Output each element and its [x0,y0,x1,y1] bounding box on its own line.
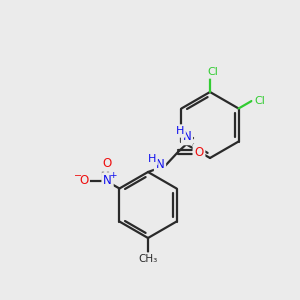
Text: H: H [148,154,156,164]
Text: Cl: Cl [208,67,218,77]
Text: −: − [74,170,82,181]
Text: N: N [156,158,164,172]
Text: +: + [109,171,116,180]
Text: CH₃: CH₃ [138,254,158,264]
Text: O: O [194,146,204,158]
Text: H: H [176,126,184,136]
Text: N: N [103,174,112,187]
Text: N: N [183,130,191,143]
Text: Cl: Cl [254,96,265,106]
Text: O: O [79,174,88,187]
Text: O: O [102,157,111,170]
